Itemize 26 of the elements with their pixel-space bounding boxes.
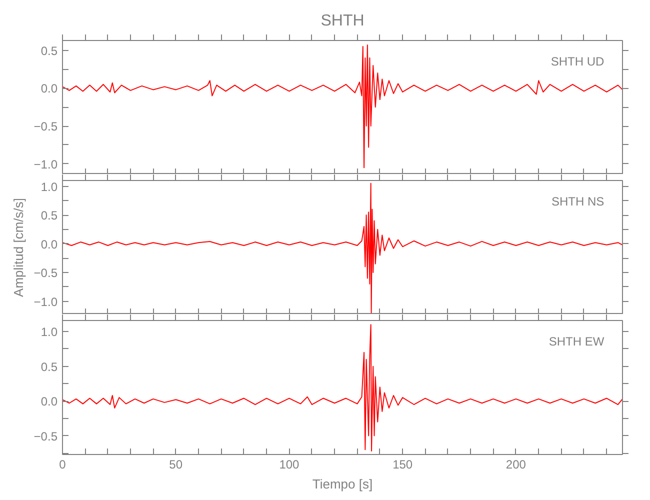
y-tick-label: 0.5 bbox=[40, 208, 58, 223]
x-tick-label: 0 bbox=[59, 458, 66, 472]
y-tick-label: −1.0 bbox=[34, 294, 58, 309]
line-series bbox=[62, 324, 622, 452]
y-tick-label: −0.5 bbox=[34, 429, 58, 444]
x-tick-label: 50 bbox=[169, 458, 183, 472]
annotation: SHTH EW bbox=[548, 334, 605, 348]
x-tick-label: 200 bbox=[506, 458, 526, 472]
x-tick-label: 150 bbox=[392, 458, 413, 472]
x-axis-title: Tiempo [s] bbox=[312, 476, 373, 492]
y-tick-label: −1.0 bbox=[34, 157, 58, 172]
annotation: SHTH NS bbox=[551, 194, 604, 208]
y-tick-label: 0.5 bbox=[40, 44, 58, 58]
y-tick-label: 1.0 bbox=[40, 180, 58, 194]
y-tick-label: 1.0 bbox=[40, 325, 58, 340]
y-axis-title: Amplitud [cm/s/s] bbox=[10, 198, 26, 297]
y-tick-label: −0.5 bbox=[34, 266, 58, 280]
y-tick-label: 0.0 bbox=[40, 82, 58, 96]
line-series bbox=[62, 44, 622, 168]
y-tick-label: 0.0 bbox=[40, 237, 58, 252]
y-tick-label: −0.5 bbox=[34, 120, 58, 134]
chart-title: SHTH bbox=[320, 12, 364, 30]
y-tick-label: 0.0 bbox=[40, 394, 58, 409]
x-tick-label: 100 bbox=[279, 458, 300, 472]
y-tick-label: 0.5 bbox=[40, 360, 58, 374]
annotation: SHTH UD bbox=[550, 54, 604, 68]
